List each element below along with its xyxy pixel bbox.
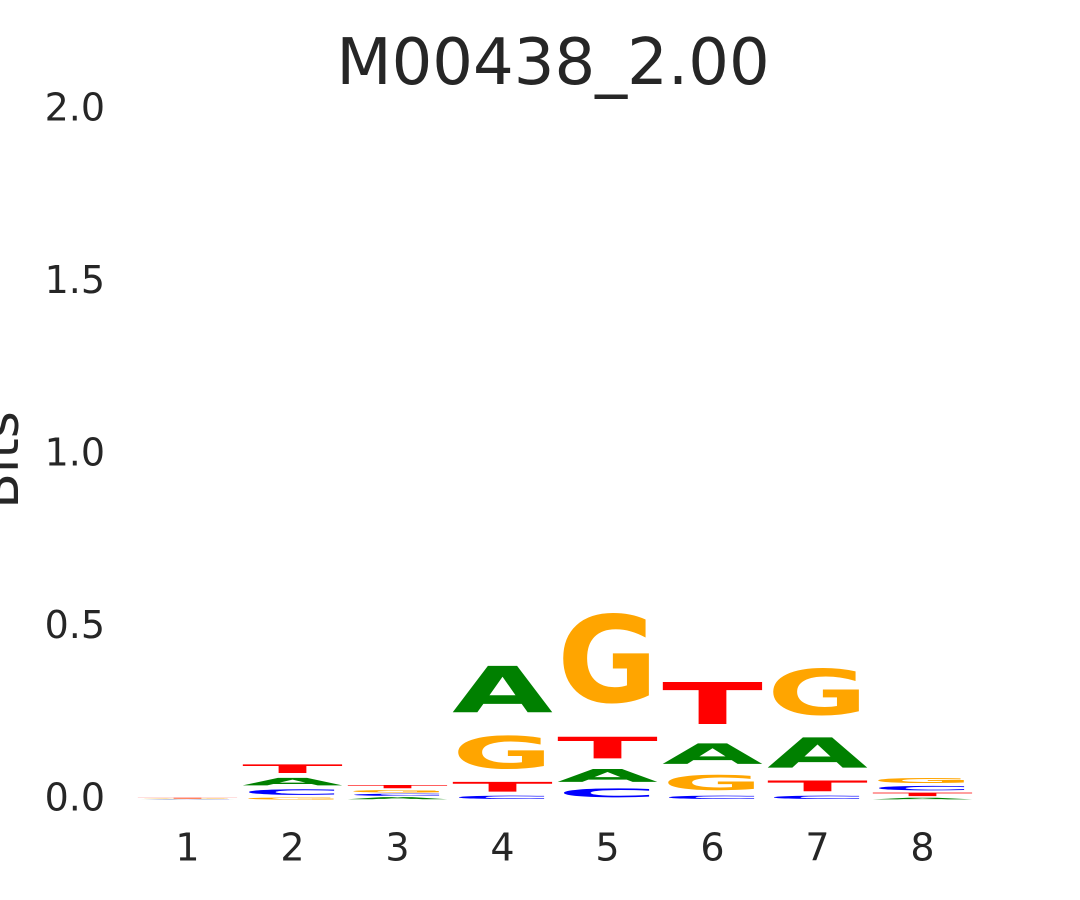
logo-letter: A [662, 738, 763, 771]
logo-letter: A [767, 729, 868, 777]
logo-letter: C [662, 795, 763, 800]
logo-letter: T [347, 784, 448, 789]
x-tick-label: 8 [910, 826, 934, 870]
logo-letter: T [557, 731, 658, 765]
logo-letter: A [872, 797, 973, 800]
logo-letter: A [242, 776, 344, 788]
logo-letter: C [872, 785, 973, 792]
y-tick-label: 0.0 [45, 776, 105, 820]
x-tick-label: 3 [385, 826, 409, 870]
logo-letter: G [557, 591, 658, 731]
logo-letter: G [242, 797, 343, 800]
logo-letter: T [872, 792, 973, 798]
logo-letter: A [557, 765, 658, 786]
logo-letter: G [662, 771, 763, 795]
y-tick-label: 1.5 [45, 258, 105, 302]
logo-letter: T [452, 779, 553, 794]
logo-letter: G [347, 789, 448, 793]
chart-title: M00438_2.00 [336, 26, 769, 100]
logo-letter: A [347, 797, 448, 800]
logo-letter: T [137, 798, 238, 799]
logo-letter: C [767, 795, 868, 800]
logo-letter: C [452, 795, 553, 800]
logo-letter: T [662, 671, 763, 738]
x-tick-label: 2 [280, 826, 304, 870]
logo-letter: G [137, 799, 238, 800]
logo-letter: A [452, 654, 553, 728]
x-tick-label: 4 [490, 826, 514, 870]
logo-letter: C [557, 786, 658, 800]
logo-letter: G [872, 776, 973, 785]
logo-letter: C [242, 788, 343, 797]
logo-letter: T [242, 762, 343, 776]
logo-letter: C [347, 793, 448, 796]
x-tick-label: 7 [805, 826, 829, 870]
logo-letter: T [767, 778, 868, 795]
logo-letter: G [452, 727, 553, 779]
x-tick-label: 5 [595, 826, 619, 870]
x-tick-label: 1 [175, 826, 199, 870]
y-tick-label: 1.0 [45, 431, 105, 475]
y-tick-label: 2.0 [45, 86, 105, 130]
x-tick-label: 6 [700, 826, 724, 870]
y-axis-label: Bits [0, 411, 31, 509]
logo-letter: G [767, 657, 868, 729]
y-tick-label: 0.5 [45, 603, 105, 647]
